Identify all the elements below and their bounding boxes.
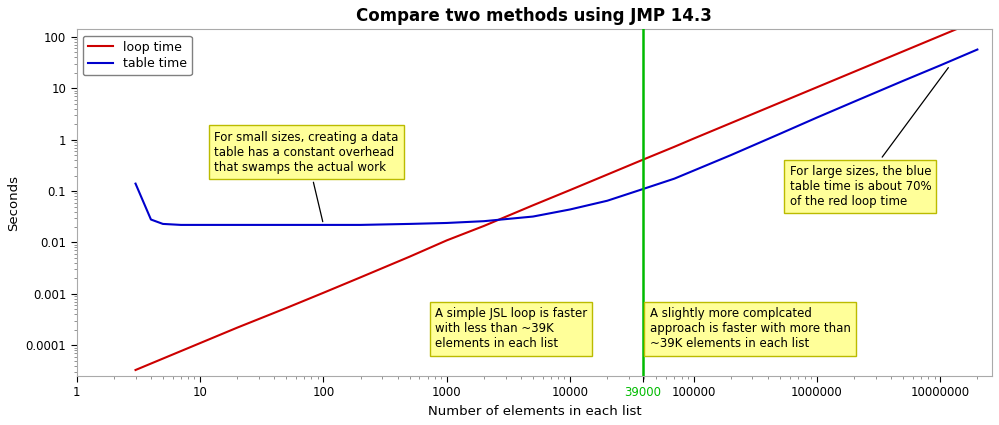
table time [848, 99, 860, 104]
table time [934, 63, 946, 68]
Line: table time: table time [136, 50, 977, 225]
table time [811, 115, 823, 120]
table time [175, 222, 187, 227]
loop time [811, 85, 823, 90]
table time [145, 217, 157, 222]
loop time [971, 18, 983, 23]
Text: A simple JSL loop is faster
with less than ~39K
elements in each list: A simple JSL loop is faster with less th… [435, 307, 587, 350]
Legend: loop time, table time: loop time, table time [83, 36, 192, 75]
loop time [404, 254, 416, 259]
table time [281, 222, 293, 227]
Text: A slightly more complcated
approach is faster with more than
~39K elements in ea: A slightly more complcated approach is f… [649, 307, 850, 350]
loop time [724, 121, 736, 126]
loop time [668, 144, 680, 149]
Text: For large sizes, the blue
table time is about 70%
of the red loop time: For large sizes, the blue table time is … [789, 68, 948, 208]
table time [194, 222, 206, 227]
loop time [318, 290, 330, 295]
table time [724, 153, 736, 158]
loop time [441, 238, 453, 243]
Y-axis label: Seconds: Seconds [7, 175, 20, 231]
table time [564, 207, 576, 212]
loop time [564, 187, 576, 193]
loop time [355, 275, 367, 280]
table time [318, 222, 330, 227]
table time [478, 218, 490, 224]
loop time [478, 224, 490, 229]
table time [687, 168, 699, 173]
table time [130, 181, 142, 186]
table time [897, 78, 909, 83]
loop time [130, 368, 142, 373]
table time [404, 221, 416, 227]
loop time [897, 49, 909, 54]
loop time [637, 157, 649, 162]
table time [157, 221, 169, 227]
loop time [774, 100, 786, 105]
Text: For small sizes, creating a data
table has a constant overhead
that swamps the a: For small sizes, creating a data table h… [214, 131, 399, 222]
table time [355, 222, 367, 227]
Line: loop time: loop time [136, 20, 977, 370]
loop time [194, 340, 206, 346]
table time [637, 187, 649, 192]
table time [774, 131, 786, 136]
table time [441, 221, 453, 226]
Title: Compare two methods using JMP 14.3: Compare two methods using JMP 14.3 [357, 7, 712, 25]
table time [527, 214, 539, 219]
loop time [157, 356, 169, 361]
table time [231, 222, 243, 227]
loop time [527, 203, 539, 208]
loop time [231, 325, 243, 330]
table time [971, 47, 983, 52]
loop time [687, 136, 699, 141]
loop time [601, 172, 613, 177]
X-axis label: Number of elements in each list: Number of elements in each list [428, 405, 641, 418]
table time [668, 176, 680, 181]
table time [601, 198, 613, 203]
loop time [848, 69, 860, 74]
loop time [281, 306, 293, 311]
loop time [934, 33, 946, 38]
